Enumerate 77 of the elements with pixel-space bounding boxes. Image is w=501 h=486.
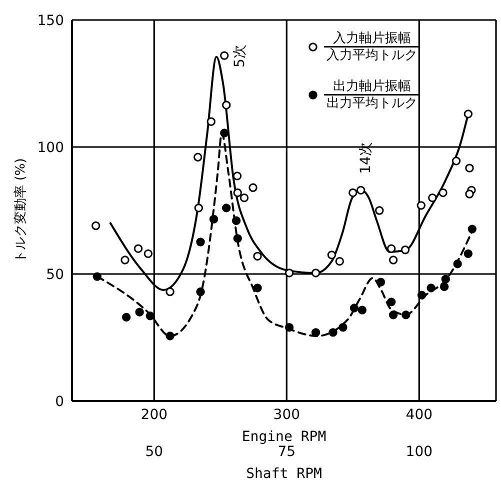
point — [453, 259, 462, 268]
point — [464, 110, 473, 118]
point — [233, 188, 242, 198]
point — [465, 164, 474, 172]
point — [358, 306, 367, 314]
point — [232, 172, 242, 180]
point — [196, 287, 205, 296]
point — [441, 274, 450, 284]
x-tick-label: 400 — [406, 406, 433, 423]
annotation: 5次 — [232, 44, 248, 68]
point — [222, 204, 231, 212]
x-tick-label: 200 — [140, 406, 168, 423]
point — [220, 51, 229, 60]
x2-tick-label: 100 — [406, 444, 433, 460]
legend-label: 入力軸片振幅入力平均トルク — [324, 30, 420, 64]
point — [328, 328, 338, 337]
point — [376, 278, 386, 286]
point — [416, 201, 426, 210]
point — [311, 328, 320, 337]
y-tick-label: 100 — [37, 140, 64, 156]
point — [426, 284, 436, 292]
x2-tick-label: 75 — [278, 444, 296, 460]
point — [465, 190, 474, 198]
point — [402, 310, 410, 320]
y-tick-label: 150 — [37, 12, 64, 29]
point — [356, 186, 366, 195]
point — [122, 312, 131, 322]
point — [311, 268, 320, 278]
point — [284, 268, 294, 278]
point — [92, 221, 100, 230]
point — [240, 193, 249, 202]
point — [144, 249, 153, 258]
legend-label: 出力軸片振幅出力平均トルク — [324, 78, 420, 112]
point — [222, 100, 231, 110]
point — [438, 188, 448, 198]
point — [464, 249, 473, 258]
point — [350, 304, 359, 312]
point — [166, 287, 174, 296]
y-axis-title: トルク変動率 (%) — [12, 158, 29, 263]
point — [194, 204, 204, 212]
point — [253, 284, 262, 292]
point — [375, 206, 384, 215]
point — [134, 244, 143, 253]
x2-axis-title: Shaft RPM — [246, 466, 322, 482]
y-tick-label: 50 — [46, 266, 64, 283]
point — [386, 298, 396, 306]
point — [335, 256, 344, 266]
point — [327, 250, 336, 260]
x2-tick-label: 50 — [145, 444, 164, 460]
point — [440, 282, 449, 292]
point — [196, 238, 205, 246]
point — [468, 224, 476, 234]
point — [233, 234, 242, 243]
point — [209, 214, 218, 224]
point — [253, 252, 262, 261]
point — [232, 216, 241, 226]
point — [338, 322, 348, 332]
point — [220, 128, 229, 138]
point — [120, 256, 130, 264]
point — [194, 152, 202, 162]
point — [386, 244, 396, 253]
point — [348, 188, 358, 198]
point — [248, 183, 258, 192]
point — [92, 272, 102, 281]
x-tick-label: 300 — [273, 406, 300, 423]
point — [388, 310, 398, 320]
point — [135, 308, 144, 316]
point — [166, 332, 174, 340]
point — [206, 117, 216, 126]
point — [428, 193, 437, 202]
point — [284, 322, 294, 332]
point — [388, 256, 398, 264]
y-tick-label: 0 — [55, 394, 64, 410]
point — [417, 290, 426, 300]
point — [400, 246, 410, 254]
point — [452, 156, 461, 166]
x-axis-title: Engine RPM — [242, 429, 326, 445]
